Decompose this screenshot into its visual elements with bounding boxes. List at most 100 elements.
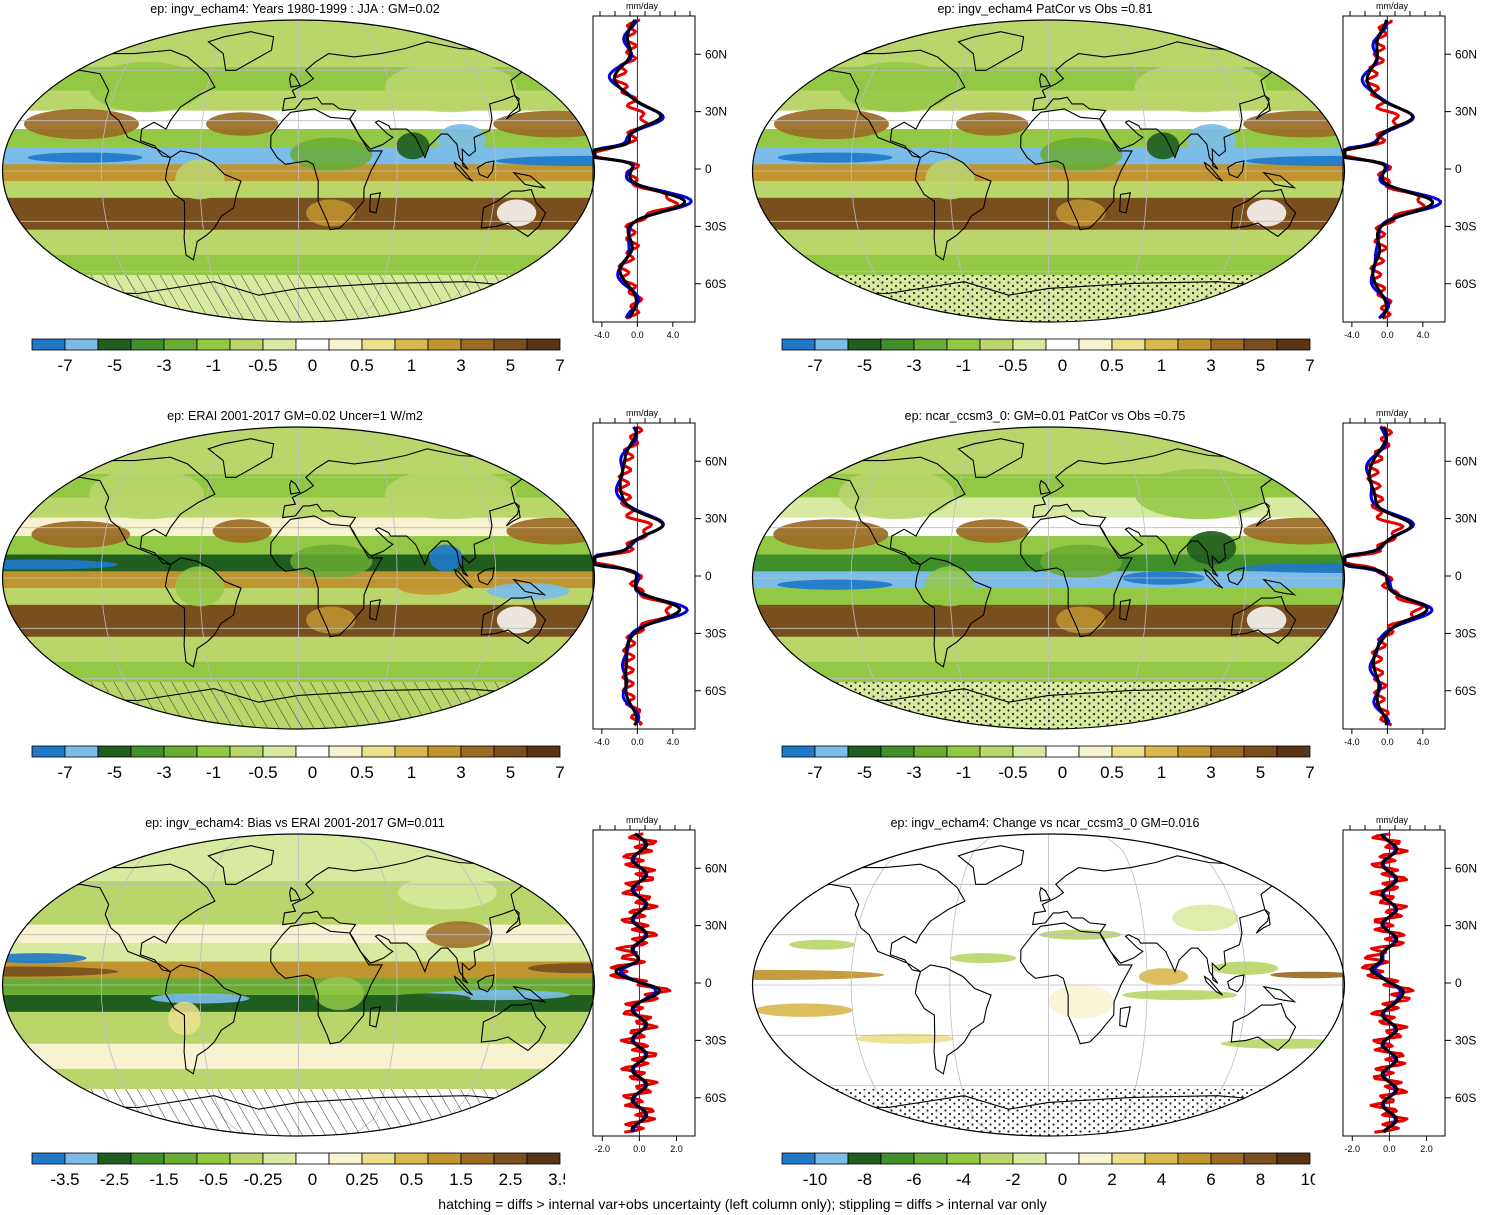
colorbar-swatch	[1111, 338, 1146, 351]
colorbar-swatch	[196, 1152, 231, 1165]
coastline-eurasia	[1032, 448, 1300, 577]
coastline-madagascar	[369, 192, 382, 214]
colorbar-swatch	[913, 745, 948, 758]
colorbar-swatch	[814, 745, 849, 758]
map-field-anomaly	[397, 578, 463, 595]
graticule	[2, 834, 595, 1136]
colorbar-label: 0	[1058, 356, 1067, 375]
zonal-y-tick-label: 0	[1455, 976, 1462, 990]
coastline-south-america	[914, 150, 992, 261]
colorbar-label: 5	[506, 763, 515, 782]
colorbar-label: -4	[956, 1170, 971, 1189]
zonal-y-tick-label: 0	[1455, 162, 1462, 176]
colorbar-swatch	[1012, 1152, 1047, 1165]
coastlines	[55, 438, 580, 729]
colorbar-label: -1	[956, 763, 971, 782]
zonal-y-tick-label: 60S	[705, 684, 726, 698]
colorbar-label: -0.25	[244, 1170, 283, 1189]
zonal-y-tick-label: 60N	[1455, 454, 1477, 468]
map-field-anomaly	[496, 199, 537, 227]
coastline-eurasia	[282, 855, 550, 984]
colorbar: -10 -8 -6 -4 -2 0 2 4 6 8 10	[781, 1152, 1315, 1189]
meridian-line	[949, 427, 995, 729]
colorbar-swatch	[814, 338, 849, 351]
coastline-uk	[289, 886, 301, 902]
coastline-australia	[480, 188, 547, 238]
meridian-line	[850, 427, 941, 729]
colorbar-swatch	[1276, 338, 1311, 351]
colorbar-swatch	[979, 745, 1014, 758]
coastline-new-guinea	[512, 985, 547, 1003]
coastline-australia	[1230, 188, 1297, 238]
map-field-anomaly	[1146, 132, 1180, 160]
colorbar-swatch	[1144, 1152, 1179, 1165]
colorbar-swatch	[1144, 745, 1179, 758]
colorbar-swatch	[1045, 338, 1080, 351]
colorbar-swatch	[1210, 1152, 1245, 1165]
colorbar-swatch	[97, 745, 132, 758]
zonal-y-tick-label: 60N	[1455, 861, 1477, 875]
coastline-japan	[505, 502, 521, 527]
map-field-anomaly	[838, 468, 955, 520]
colorbar-label: -0.5	[998, 763, 1027, 782]
zonal-frame	[1342, 422, 1446, 730]
coastline-eurasia	[282, 448, 550, 577]
panel-pattern-correlation: ep: ingv_echam4 PatCor vs Obs =0.81 mm/d…	[750, 0, 1485, 395]
coastline-madagascar	[369, 1006, 382, 1028]
coastline-south-america	[914, 964, 992, 1075]
coastline-africa	[1020, 922, 1133, 1045]
coastline-borneo	[477, 567, 495, 586]
colorbar-swatch	[130, 1152, 165, 1165]
colorbar-swatch	[262, 745, 297, 758]
map-field-anomaly	[436, 124, 487, 158]
map-outline	[751, 833, 1346, 1137]
zonal-y-tick-label: 60N	[705, 454, 727, 468]
colorbar-swatch	[979, 338, 1014, 351]
map-field-anomaly	[527, 963, 595, 974]
colorbar-swatch	[1111, 745, 1146, 758]
colorbar-swatch	[1243, 338, 1278, 351]
colorbar-label: 7	[1305, 763, 1314, 782]
map-field-anomaly	[1056, 199, 1106, 227]
meridian-line	[406, 834, 497, 1136]
colorbar-label: -2	[1005, 1170, 1020, 1189]
zonal-x-tick-label: 0.0	[633, 1144, 646, 1154]
graticule	[2, 427, 595, 729]
zonal-unit-label: mm/day	[626, 408, 659, 418]
colorbar-swatch	[847, 1152, 882, 1165]
colorbar-label: 0	[308, 763, 317, 782]
colorbar-swatch	[946, 745, 981, 758]
colorbar-swatch	[880, 338, 915, 351]
map-field-anomaly	[206, 112, 279, 136]
colorbar-label: -7	[57, 356, 72, 375]
colorbar: -3.5 -2.5 -1.5 -0.5 -0.25 0 0.25 0.5 1.5 2.5 3.5	[31, 1152, 565, 1189]
zonal-y-tick-label: 0	[705, 569, 712, 583]
graticule	[752, 834, 1345, 1136]
zonal-mean-plot: mm/day -2.0 0.0 2.0 60N 30N 0 30S 60S	[592, 815, 727, 1154]
meridian-line	[1102, 20, 1148, 322]
zonal-y-tick-label: 30S	[705, 1033, 726, 1047]
colorbar-swatch	[361, 1152, 396, 1165]
colorbar-swatch	[1177, 745, 1212, 758]
map-field-anomaly	[752, 969, 885, 980]
map-field-anomaly	[314, 976, 365, 1011]
map-field-anomaly	[27, 152, 143, 163]
colorbar-swatch	[1243, 745, 1278, 758]
colorbar-swatch	[781, 745, 816, 758]
coastline-north-america	[808, 456, 966, 566]
coastline-borneo	[1227, 160, 1245, 179]
colorbar-swatch	[97, 1152, 132, 1165]
colorbar-label: -6	[906, 1170, 921, 1189]
colorbar-swatch	[493, 338, 528, 351]
colorbar-label: 0.5	[1100, 763, 1124, 782]
colorbar-label: -8	[857, 1170, 872, 1189]
map-field-anomaly	[950, 953, 1017, 964]
map-field-anomaly	[384, 61, 517, 113]
colorbar-label: 3	[456, 763, 465, 782]
zonal-x-tick-label: 0.0	[631, 330, 644, 340]
coastline-greenland	[957, 845, 1025, 885]
zonal-series-model	[614, 832, 662, 1133]
zonal-x-tick-label: -4.0	[1344, 737, 1360, 747]
colorbar-label: -5	[107, 356, 122, 375]
colorbar-label: 10	[1301, 1170, 1315, 1189]
